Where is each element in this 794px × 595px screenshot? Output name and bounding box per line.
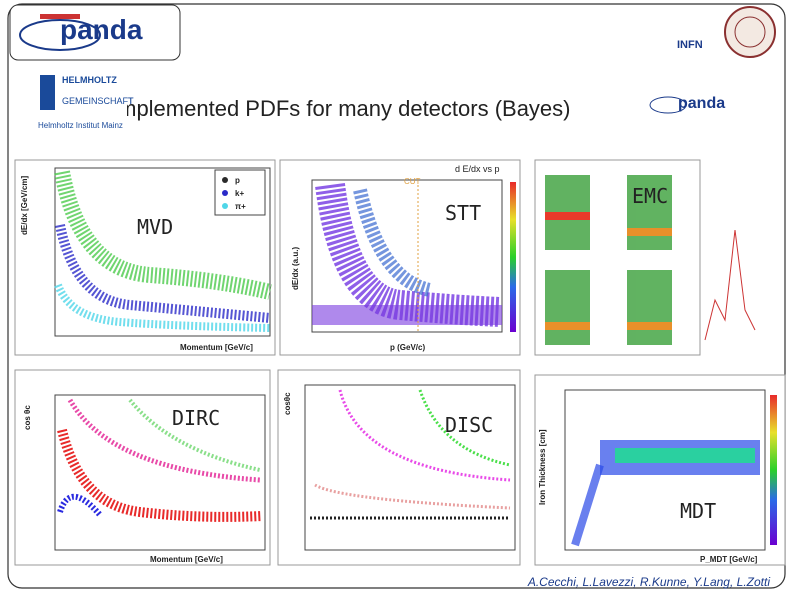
logo-bar	[40, 14, 80, 19]
subplot	[545, 270, 590, 345]
x-axis-title: p (GeV/c)	[390, 343, 425, 352]
data-band	[338, 389, 511, 482]
plot-title: d E/dx vs p	[455, 164, 500, 174]
mdt-plot: P_MDT [GeV/c] Iron Thickness [cm] MDT	[534, 374, 786, 566]
y-axis-title: cos θc	[23, 405, 32, 430]
data-band	[54, 170, 272, 300]
legend-entry: π+	[235, 202, 246, 211]
mvd-plot: p k+ π+ Momentum [GeV/c] dE/dx [GeV/cm] …	[14, 159, 276, 356]
university-seal	[724, 6, 776, 58]
data-band	[57, 428, 263, 522]
heat-band	[571, 463, 604, 547]
subplot	[627, 175, 672, 250]
detector-label: DISC	[445, 413, 493, 437]
helmholtz-line: GEMEINSCHAFT	[62, 96, 134, 106]
data-band	[55, 224, 271, 323]
small-logo-ring	[649, 96, 687, 114]
logo-text: panda	[60, 14, 143, 45]
data-band	[314, 483, 511, 510]
logo-ring	[19, 19, 101, 51]
small-logo-bg	[645, 90, 760, 120]
helmholtz-icon	[40, 75, 55, 110]
subplot-band	[627, 322, 672, 330]
annotation: CUT	[404, 177, 421, 186]
helmholtz-line: Helmholtz Institut Mainz	[38, 121, 123, 130]
subplot-band	[545, 322, 590, 330]
legend-swatch	[222, 190, 228, 196]
small-logo: panda	[678, 95, 725, 112]
x-axis-title: P_MDT [GeV/c]	[700, 555, 758, 564]
helmholtz-line: HELMHOLTZ	[62, 75, 117, 85]
data-band	[67, 398, 261, 483]
data-band	[353, 188, 432, 297]
data-band	[54, 283, 271, 332]
x-axis-title: Momentum [GeV/c]	[180, 343, 253, 352]
detector-label: MVD	[137, 215, 173, 239]
plot-area	[304, 384, 516, 551]
stt-plot: CUT d E/dx vs p p (GeV/c) dE/dx (a.u.) S…	[279, 159, 521, 356]
university-seal-inner	[734, 16, 766, 48]
data-band	[312, 305, 502, 325]
data-band	[418, 389, 511, 467]
y-axis-title: Iron Thickness [cm]	[538, 429, 547, 505]
disc-plot: cosθc DISC	[277, 369, 521, 566]
x-axis-title: Momentum [GeV/c]	[150, 555, 223, 564]
slide-title: Implemented PDFs for many detectors (Bay…	[112, 96, 571, 121]
subplot-line	[704, 229, 756, 341]
subplot-band	[545, 212, 590, 220]
data-band	[315, 183, 501, 327]
data-band	[57, 493, 103, 517]
dirc-plot: Momentum [GeV/c] cos θc DIRC	[14, 369, 271, 566]
subplot-band	[627, 228, 672, 236]
color-scale	[770, 395, 777, 545]
infn-logo: INFN	[677, 39, 703, 51]
legend-entry: p	[235, 176, 240, 185]
detector-label: EMC	[632, 184, 668, 208]
y-axis-title: cosθc	[283, 392, 292, 415]
legend-swatch	[222, 177, 228, 183]
detector-label: STT	[445, 201, 481, 225]
data-band	[128, 398, 261, 472]
legend-swatch	[222, 203, 228, 209]
subplot	[627, 270, 672, 345]
legend-entry: k+	[235, 189, 244, 198]
plot-area	[54, 394, 266, 551]
color-scale	[510, 182, 516, 332]
heat-band	[615, 448, 755, 463]
footer-authors: A.Cecchi, L.Lavezzi, R.Kunne, Y.Lang, L.…	[527, 575, 770, 589]
detector-label: MDT	[680, 499, 716, 523]
detector-label: DIRC	[172, 406, 220, 430]
emc-plot: EMC	[534, 159, 756, 356]
y-axis-title: dE/dx [GeV/cm]	[20, 176, 29, 235]
y-axis-title: dE/dx (a.u.)	[291, 247, 300, 290]
